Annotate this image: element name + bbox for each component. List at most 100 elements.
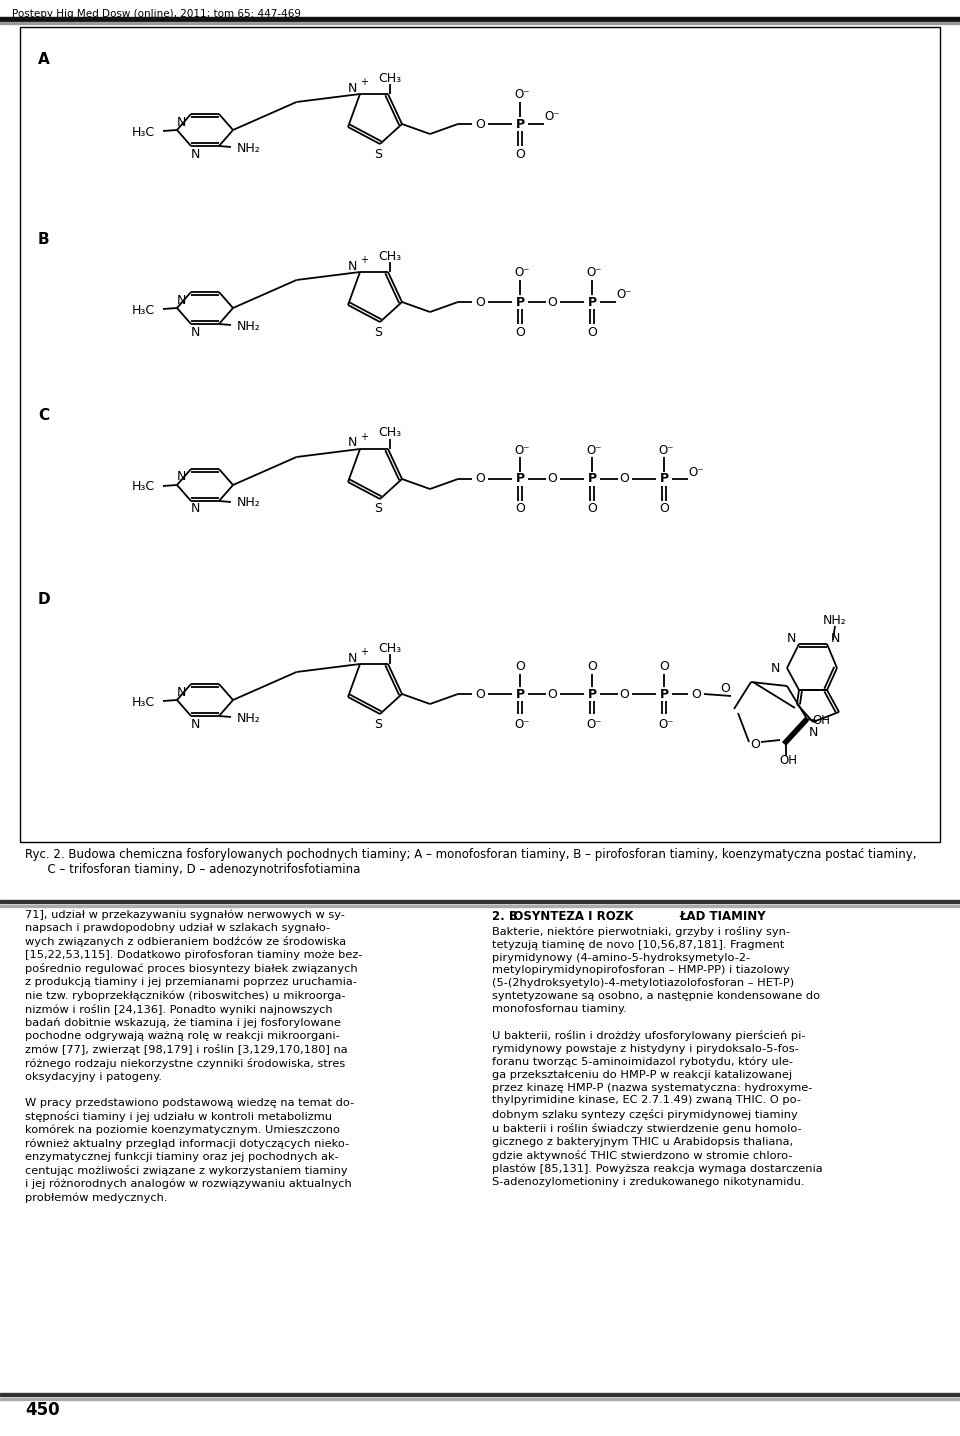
Text: S: S — [374, 718, 382, 731]
Text: P: P — [588, 472, 596, 485]
Text: O⁻: O⁻ — [587, 267, 602, 280]
Text: P: P — [660, 688, 668, 701]
Bar — [0, 1399, 960, 1400]
Text: O: O — [660, 503, 669, 516]
Text: O: O — [475, 472, 485, 485]
Text: O: O — [750, 738, 760, 751]
Text: O: O — [547, 688, 557, 701]
Text: O⁻: O⁻ — [515, 444, 530, 457]
Bar — [0, 905, 960, 906]
Text: N: N — [190, 718, 200, 731]
Text: CH₃: CH₃ — [378, 72, 401, 85]
Text: O: O — [588, 326, 597, 339]
Text: O: O — [691, 688, 701, 701]
Text: NH₂: NH₂ — [237, 142, 261, 155]
Text: +: + — [360, 256, 368, 266]
Text: N: N — [190, 148, 200, 161]
Text: O⁻: O⁻ — [587, 718, 602, 731]
Text: H₃C: H₃C — [132, 481, 155, 494]
Text: N: N — [177, 115, 185, 128]
Text: N: N — [348, 82, 357, 95]
Text: S: S — [374, 148, 382, 161]
Text: O⁻: O⁻ — [659, 718, 674, 731]
Text: P: P — [660, 472, 668, 485]
Text: O: O — [516, 659, 525, 672]
Text: +: + — [360, 648, 368, 658]
Text: 450: 450 — [25, 1402, 60, 1419]
Text: O: O — [516, 148, 525, 161]
Text: P: P — [516, 118, 524, 131]
Text: O: O — [619, 472, 629, 485]
Text: O: O — [660, 659, 669, 672]
Text: OH: OH — [812, 715, 830, 728]
Text: IOSYNTEZA I ROZK: IOSYNTEZA I ROZK — [509, 910, 634, 923]
Text: O⁻: O⁻ — [587, 444, 602, 457]
Bar — [0, 1393, 960, 1396]
Text: P: P — [516, 296, 524, 309]
Text: H₃C: H₃C — [132, 125, 155, 138]
Text: O: O — [619, 688, 629, 701]
Text: N: N — [348, 652, 357, 665]
Text: A: A — [38, 53, 50, 67]
Text: Postepy Hig Med Dosw (online), 2011; tom 65: 447-469: Postepy Hig Med Dosw (online), 2011; tom… — [12, 9, 301, 19]
Text: O: O — [516, 503, 525, 516]
Text: O: O — [720, 682, 730, 695]
Text: N: N — [190, 503, 200, 516]
Text: D: D — [38, 593, 51, 607]
Text: P: P — [588, 688, 596, 701]
Text: P: P — [516, 688, 524, 701]
Text: +: + — [360, 432, 368, 442]
Text: B: B — [38, 233, 50, 247]
Text: N: N — [786, 632, 796, 645]
Text: N: N — [177, 471, 185, 484]
Text: CH₃: CH₃ — [378, 642, 401, 655]
Text: 2. B: 2. B — [492, 910, 517, 923]
Text: N: N — [348, 437, 357, 449]
Text: OH: OH — [779, 754, 797, 767]
Text: C: C — [38, 408, 49, 422]
Bar — [0, 22, 960, 23]
Text: NH₂: NH₂ — [237, 711, 261, 725]
Text: N: N — [830, 632, 840, 645]
Text: O⁻: O⁻ — [659, 444, 674, 457]
Text: O: O — [547, 296, 557, 309]
Text: O⁻: O⁻ — [688, 465, 704, 478]
Text: +: + — [360, 78, 368, 88]
Text: O: O — [475, 118, 485, 131]
Text: H₃C: H₃C — [132, 303, 155, 316]
Text: N: N — [808, 725, 818, 738]
Text: O⁻: O⁻ — [515, 267, 530, 280]
Text: NH₂: NH₂ — [823, 613, 847, 626]
Text: O: O — [516, 326, 525, 339]
Text: O: O — [475, 688, 485, 701]
Text: S: S — [374, 326, 382, 339]
Text: N: N — [770, 662, 780, 675]
Text: O⁻: O⁻ — [515, 718, 530, 731]
Text: NH₂: NH₂ — [237, 319, 261, 333]
Text: CH₃: CH₃ — [378, 426, 401, 439]
Text: N: N — [177, 293, 185, 306]
Text: Bakterie, niektóre pierwotniaki, grzyby i rośliny syn-
tetyzują tiaminę de novo : Bakterie, niektóre pierwotniaki, grzyby … — [492, 926, 823, 1188]
Text: Ryc. 2. Budowa chemiczna fosforylowanych pochodnych tiaminy; A – monofosforan ti: Ryc. 2. Budowa chemiczna fosforylowanych… — [25, 849, 917, 876]
Text: O⁻: O⁻ — [544, 111, 560, 123]
Text: O: O — [475, 296, 485, 309]
Text: P: P — [588, 296, 596, 309]
Text: NH₂: NH₂ — [237, 497, 261, 510]
Text: 71], udział w przekazywaniu sygnałów nerwowych w sy-
napsach i prawdopodobny udz: 71], udział w przekazywaniu sygnałów ner… — [25, 910, 363, 1203]
Text: O: O — [588, 659, 597, 672]
Text: O⁻: O⁻ — [515, 89, 530, 102]
Text: N: N — [348, 260, 357, 273]
Text: S: S — [374, 503, 382, 516]
Text: O⁻: O⁻ — [616, 289, 632, 302]
Bar — [0, 17, 960, 20]
Bar — [20, 27, 940, 841]
Text: O: O — [547, 472, 557, 485]
Text: H₃C: H₃C — [132, 695, 155, 708]
Text: N: N — [190, 326, 200, 339]
Text: P: P — [516, 472, 524, 485]
Text: ŁAD TIAMINY: ŁAD TIAMINY — [680, 910, 767, 923]
Text: O: O — [588, 503, 597, 516]
Bar — [0, 900, 960, 903]
Text: N: N — [177, 685, 185, 698]
Text: CH₃: CH₃ — [378, 250, 401, 263]
